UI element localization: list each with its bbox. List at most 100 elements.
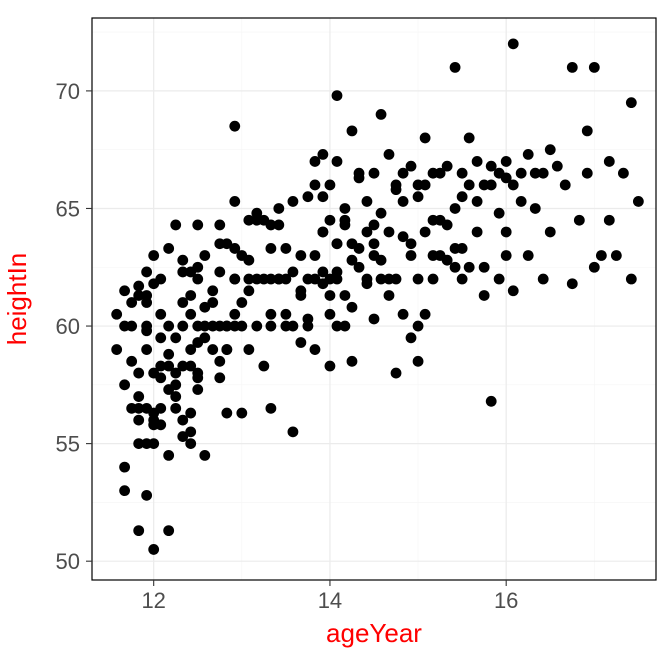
y-tick-label: 70 <box>56 79 80 104</box>
data-point <box>119 285 130 296</box>
data-point <box>347 302 358 313</box>
data-point <box>472 196 483 207</box>
data-point <box>310 180 321 191</box>
data-point <box>582 125 593 136</box>
data-point <box>133 368 144 379</box>
data-point <box>177 321 188 332</box>
data-point <box>177 255 188 266</box>
data-point <box>391 274 402 285</box>
data-point <box>280 309 291 320</box>
data-point <box>229 121 240 132</box>
data-point <box>303 191 314 202</box>
data-point <box>450 203 461 214</box>
data-point <box>155 332 166 343</box>
data-point <box>192 384 203 395</box>
data-point <box>111 309 122 320</box>
data-point <box>295 250 306 261</box>
data-point <box>163 349 174 360</box>
y-tick-label: 60 <box>56 314 80 339</box>
data-point <box>325 180 336 191</box>
data-point <box>376 208 387 219</box>
data-point <box>119 485 130 496</box>
data-point <box>523 250 534 261</box>
data-point <box>457 168 468 179</box>
data-point <box>516 196 527 207</box>
data-point <box>384 149 395 160</box>
data-point <box>582 168 593 179</box>
data-point <box>214 220 225 231</box>
y-tick-label: 55 <box>56 432 80 457</box>
y-axis-title: heightIn <box>2 253 32 346</box>
data-point <box>295 337 306 348</box>
y-tick-label: 65 <box>56 196 80 221</box>
data-point <box>501 156 512 167</box>
data-point <box>420 227 431 238</box>
data-point <box>398 196 409 207</box>
data-point <box>618 168 629 179</box>
data-point <box>155 274 166 285</box>
data-point <box>207 285 218 296</box>
data-point <box>288 426 299 437</box>
data-point <box>413 356 424 367</box>
data-point <box>155 403 166 414</box>
data-point <box>611 250 622 261</box>
data-point <box>243 255 254 266</box>
data-point <box>604 215 615 226</box>
data-point <box>192 274 203 285</box>
data-point <box>280 243 291 254</box>
data-point <box>376 109 387 120</box>
data-point <box>516 168 527 179</box>
data-point <box>265 321 276 332</box>
data-point <box>508 38 519 49</box>
x-axis-title: ageYear <box>326 618 422 648</box>
data-point <box>148 544 159 555</box>
data-point <box>185 426 196 437</box>
data-point <box>450 262 461 273</box>
data-point <box>185 438 196 449</box>
data-point <box>530 203 541 214</box>
data-point <box>221 408 232 419</box>
data-point <box>464 133 475 144</box>
data-point <box>626 274 637 285</box>
data-point <box>457 191 468 202</box>
data-point <box>288 267 299 278</box>
data-point <box>391 180 402 191</box>
data-point <box>479 262 490 273</box>
data-point <box>354 168 365 179</box>
data-point <box>332 274 343 285</box>
data-point <box>523 149 534 160</box>
data-point <box>141 321 152 332</box>
data-point <box>457 243 468 254</box>
data-point <box>141 267 152 278</box>
data-point <box>207 344 218 355</box>
data-point <box>406 161 417 172</box>
data-point <box>384 290 395 301</box>
data-point <box>479 290 490 301</box>
data-point <box>243 285 254 296</box>
data-point <box>626 97 637 108</box>
data-point <box>406 238 417 249</box>
data-point <box>472 156 483 167</box>
data-point <box>155 419 166 430</box>
data-point <box>486 180 497 191</box>
data-point <box>170 379 181 390</box>
data-point <box>141 297 152 308</box>
data-point <box>538 168 549 179</box>
data-point <box>442 161 453 172</box>
y-tick-label: 50 <box>56 549 80 574</box>
data-point <box>413 191 424 202</box>
data-point <box>428 274 439 285</box>
data-point <box>148 438 159 449</box>
data-point <box>391 368 402 379</box>
data-point <box>251 321 262 332</box>
data-point <box>295 290 306 301</box>
data-point <box>545 227 556 238</box>
data-point <box>199 450 210 461</box>
x-tick-label: 14 <box>318 588 342 613</box>
data-point <box>229 309 240 320</box>
data-point <box>310 250 321 261</box>
data-point <box>486 396 497 407</box>
data-point <box>362 278 373 289</box>
data-point <box>332 90 343 101</box>
data-point <box>325 361 336 372</box>
